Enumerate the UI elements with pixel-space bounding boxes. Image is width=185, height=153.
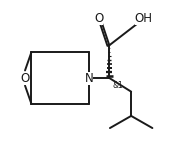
Text: &1: &1 — [112, 81, 123, 90]
Text: N: N — [85, 71, 93, 84]
Text: O: O — [20, 71, 30, 84]
Text: O: O — [94, 12, 103, 25]
Text: OH: OH — [135, 12, 153, 25]
